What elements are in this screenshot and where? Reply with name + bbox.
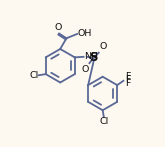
- Text: Cl: Cl: [99, 117, 108, 126]
- Text: O: O: [81, 65, 89, 74]
- Text: NH: NH: [84, 52, 98, 61]
- Text: F: F: [125, 72, 130, 81]
- Text: F: F: [125, 75, 130, 84]
- Text: OH: OH: [78, 29, 92, 38]
- Text: Cl: Cl: [29, 71, 38, 80]
- Text: O: O: [100, 42, 107, 51]
- Text: F: F: [125, 79, 130, 88]
- Text: S: S: [89, 51, 98, 64]
- Text: O: O: [55, 23, 62, 32]
